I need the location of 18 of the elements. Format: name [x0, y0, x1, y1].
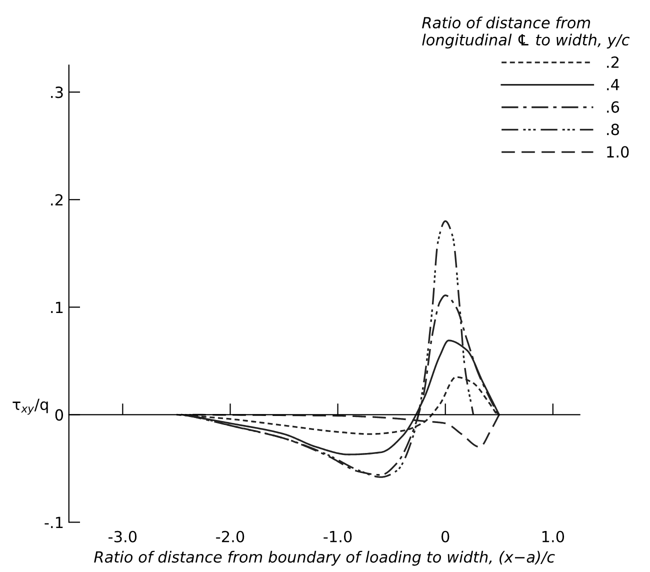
x-tick-label: 1.0 [542, 530, 564, 542]
x-tick-label: -3.0 [108, 530, 137, 542]
x-tick-label: -1.0 [324, 530, 352, 542]
y-axis-title: τ$_{xy}$/q [12, 398, 48, 415]
text: .4 [607, 79, 620, 90]
x-tick-label: 0 [442, 530, 450, 542]
y-tick-label: .1 [51, 302, 63, 313]
y-tick-label: 0 [55, 409, 64, 421]
text: 1.0 [607, 146, 629, 158]
text: .6 [607, 101, 620, 113]
legend-title: Ratio of distance from longitudinal ℄ to width, y/c [422, 16, 630, 49]
text: .8 [607, 124, 619, 136]
y-tick-label: .2 [51, 194, 63, 206]
x-axis-title: Ratio of distance from boundary of loading to width, (x−a)/c [94, 550, 555, 566]
text: .2 [607, 56, 618, 68]
y-tick-label: .3 [51, 86, 63, 98]
y-tick-label: -.1 [44, 516, 63, 528]
x-tick-label: -2.0 [216, 530, 244, 542]
